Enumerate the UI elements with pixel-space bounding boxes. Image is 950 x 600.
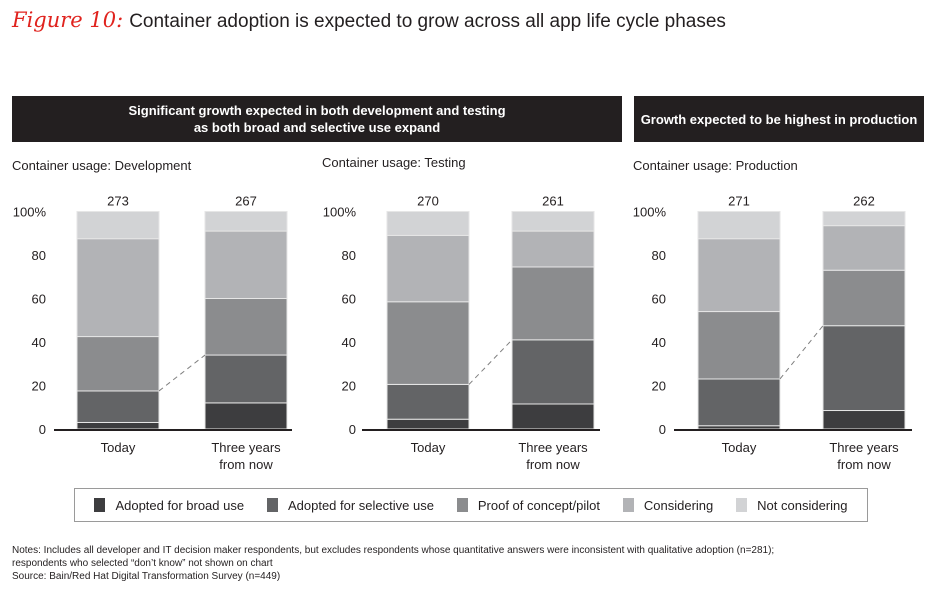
- bar-segment-not-considering: [204, 211, 288, 232]
- connector-dashed-line: [779, 325, 824, 380]
- notes-source: Source: Bain/Red Hat Digital Transformat…: [12, 571, 281, 582]
- bar-segment-considering: [822, 225, 906, 271]
- sample-size-label: 270: [417, 194, 439, 209]
- legend-label-selective: Adopted for selective use: [287, 497, 434, 513]
- y-tick-label-production: 60: [652, 292, 666, 307]
- header-dev-testing-line2: as both broad and selective use expand: [193, 120, 441, 135]
- y-tick-label-testing: 100%: [323, 205, 357, 220]
- x-category-label: from now: [219, 457, 273, 472]
- y-tick-label-testing: 40: [342, 335, 356, 350]
- figure-label: Figure 10:: [12, 8, 124, 32]
- bar-segment-considering: [76, 238, 160, 338]
- sample-size-label: 262: [853, 194, 875, 209]
- legend-item-selective: Adopted for selective use: [266, 497, 434, 513]
- y-tick-label-testing: 0: [349, 422, 356, 437]
- sample-size-label: 273: [107, 194, 129, 209]
- bar-segment-not-considering: [697, 211, 781, 240]
- header-dev-testing: Significant growth expected in both deve…: [12, 96, 622, 142]
- bar-segment-poc: [511, 266, 595, 341]
- connector-dashed-line: [468, 339, 513, 385]
- header-production: Growth expected to be highest in product…: [634, 96, 924, 142]
- y-tick-label-production: 0: [659, 422, 666, 437]
- legend-swatch-considering: [622, 498, 634, 512]
- legend: Adopted for broad use Adopted for select…: [74, 488, 868, 522]
- notes-line1: Notes: Includes all developer and IT dec…: [12, 545, 775, 556]
- legend-label-poc: Proof of concept/pilot: [477, 497, 600, 513]
- sample-size-label: 271: [728, 194, 750, 209]
- y-tick-label-development: 60: [32, 292, 46, 307]
- bar-segment-not-considering: [822, 211, 906, 227]
- figure-title: Figure 10: Container adoption is expected…: [12, 8, 726, 33]
- bar-segment-not-considering: [76, 211, 160, 240]
- y-tick-label-development: 40: [32, 335, 46, 350]
- bar-segment-broad: [76, 421, 160, 430]
- y-tick-label-production: 20: [652, 379, 666, 394]
- figure-title-text: Container adoption is expected to grow a…: [129, 11, 726, 32]
- bar-segment-considering: [386, 234, 470, 303]
- notes: Notes: Includes all developer and IT dec…: [12, 544, 774, 583]
- chart-area: 0 20 40 60 80 100% 273 Today 267 Three years from …: [13, 194, 912, 472]
- bar-segment-selective: [697, 378, 781, 427]
- legend-swatch-broad: [94, 498, 106, 512]
- bar-segment-not-considering: [386, 211, 470, 236]
- y-tick-label-testing: 60: [342, 292, 356, 307]
- y-tick-label-production: 80: [652, 248, 666, 263]
- legend-item-poc: Proof of concept/pilot: [456, 497, 600, 513]
- legend-label-considering: Considering: [643, 497, 714, 513]
- bar-segment-not-considering: [511, 211, 595, 232]
- y-tick-label-production: 100%: [633, 205, 667, 220]
- bar-segment-selective: [204, 354, 288, 404]
- subtitle-development: Container usage: Development: [12, 158, 192, 173]
- legend-swatch-selective: [266, 498, 278, 512]
- bar-segment-poc: [386, 301, 470, 385]
- bar-segment-selective: [76, 390, 160, 423]
- bar-segment-poc: [204, 298, 288, 356]
- y-tick-label-production: 40: [652, 335, 666, 350]
- bar-segment-poc: [76, 336, 160, 392]
- bar-segment-selective: [822, 325, 906, 412]
- legend-item-considering: Considering: [622, 497, 714, 513]
- x-category-label: from now: [837, 457, 891, 472]
- bar-segment-broad: [386, 418, 470, 430]
- y-tick-label-testing: 20: [342, 379, 356, 394]
- sample-size-label: 267: [235, 194, 257, 209]
- x-category-label: Today: [722, 440, 757, 455]
- x-category-label: Today: [411, 440, 446, 455]
- header-production-text: Growth expected to be highest in product…: [640, 111, 918, 127]
- y-tick-label-development: 0: [39, 422, 46, 437]
- bar-segment-considering: [511, 230, 595, 268]
- y-tick-label-development: 20: [32, 379, 46, 394]
- bar-segment-broad: [204, 402, 288, 430]
- legend-swatch-poc: [456, 498, 468, 512]
- legend-item-not-considering: Not considering: [736, 498, 847, 513]
- header-dev-testing-line1: Significant growth expected in both deve…: [128, 103, 506, 118]
- x-category-label: Today: [101, 440, 136, 455]
- bar-segment-broad: [822, 410, 906, 430]
- bar-segment-selective: [386, 383, 470, 420]
- legend-label-broad: Adopted for broad use: [115, 497, 245, 513]
- legend-item-broad: Adopted for broad use: [94, 498, 244, 513]
- x-category-label: Three years: [211, 440, 281, 455]
- notes-line2: respondents who selected “don’t know” no…: [12, 558, 273, 569]
- bar-segment-selective: [511, 339, 595, 405]
- bar-segment-considering: [204, 230, 288, 299]
- connector-dashed-line: [158, 354, 206, 392]
- subtitle-testing: Container usage: Testing: [322, 155, 466, 170]
- x-category-label: from now: [526, 457, 580, 472]
- x-category-label: Three years: [829, 440, 899, 455]
- bar-segment-poc: [697, 311, 781, 380]
- sample-size-label: 261: [542, 194, 564, 209]
- y-tick-label-development: 80: [32, 248, 46, 263]
- subtitle-production: Container usage: Production: [633, 158, 798, 173]
- y-tick-label-testing: 80: [342, 248, 356, 263]
- x-category-label: Three years: [518, 440, 588, 455]
- legend-label-not-considering: Not considering: [757, 497, 848, 513]
- bar-segment-broad: [511, 403, 595, 430]
- legend-swatch-not-considering: [736, 498, 748, 512]
- y-tick-label-development: 100%: [13, 205, 47, 220]
- bar-segment-considering: [697, 238, 781, 313]
- bar-segment-poc: [822, 269, 906, 327]
